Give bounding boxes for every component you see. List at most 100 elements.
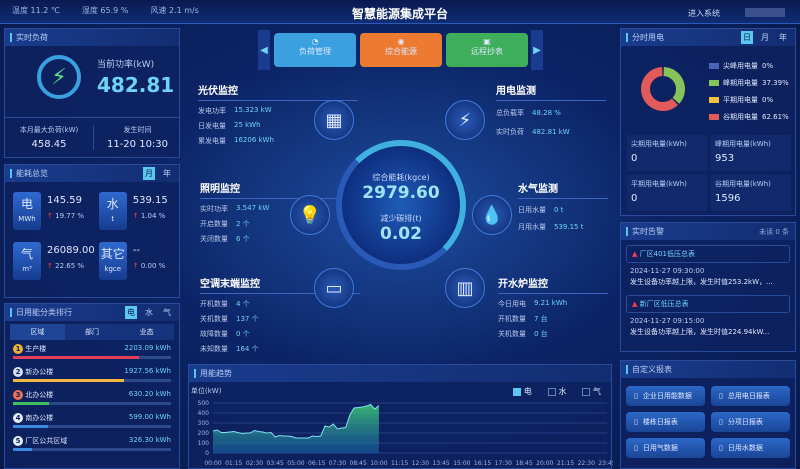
- area-fill: [213, 404, 379, 453]
- monitor-row: 开机数量 7 台: [498, 315, 548, 323]
- tab-department[interactable]: 部门: [85, 328, 99, 336]
- lightning-icon: ⚡: [37, 55, 81, 99]
- panel-title: 自定义报表: [621, 361, 795, 378]
- legend-electric[interactable]: 电: [513, 386, 532, 397]
- user-menu[interactable]: [745, 8, 785, 17]
- ranking-name: 新办公楼: [25, 368, 54, 376]
- arrow-up-icon: ↑: [132, 212, 139, 220]
- carbon-value: 0.02: [380, 224, 422, 244]
- toggle-day[interactable]: 日: [741, 31, 753, 44]
- toggle-year[interactable]: 年: [779, 33, 787, 42]
- water-drop-icon[interactable]: 💧: [472, 195, 512, 235]
- rank-badge-icon: 3: [13, 390, 23, 400]
- x-tick-label: 12:30: [412, 460, 429, 467]
- occur-time-label: 发生时间: [123, 126, 152, 134]
- daily-ranking-panel: 日用能分类排行 电水 气 区域 部门 业态 1 生产楼 2203.09 kWh 2 …: [4, 303, 180, 469]
- ranking-bar: [13, 379, 171, 382]
- report-button[interactable]: ▯ 日用水数据: [711, 438, 790, 458]
- ranking-bar: [13, 402, 171, 405]
- toggle-water[interactable]: 水: [145, 308, 153, 317]
- report-button[interactable]: ▯ 日用气数据: [626, 438, 705, 458]
- x-tick-label: 16:15: [474, 460, 491, 467]
- nav-integrated-energy[interactable]: ◉ 综合能源: [360, 33, 442, 67]
- wind-speed: 风速 2.1 m/s: [150, 6, 199, 15]
- alarm-item[interactable]: ▲ 新厂区低压总表 2024-11-27 09:15:00 发生设备功率越上限，发…: [626, 295, 790, 337]
- report-icon: ▯: [634, 392, 638, 400]
- nav-load-management[interactable]: ◔ 负荷管理: [274, 33, 356, 67]
- monitor-row: 日用水量 0 t: [518, 206, 564, 214]
- air-conditioner-icon[interactable]: ▭: [314, 268, 354, 308]
- report-button[interactable]: ▯ 楼栋日报表: [626, 412, 705, 432]
- trend-chart: 0 100 200 300 400 500 00:00 01:15 02:30 03:45 05:0…: [198, 400, 613, 467]
- tou-legend-item: 谷期用电量 62.61%: [709, 112, 789, 122]
- energy-label: 综合能耗(kgce): [372, 173, 430, 182]
- y-tick-label: 500: [198, 400, 210, 407]
- x-tick-label: 18:45: [515, 460, 532, 467]
- tou-stat: 尖期用电量(kWh) 0: [627, 135, 707, 171]
- report-button[interactable]: ▯ 企业日用能数据: [626, 386, 705, 406]
- monitor-row: 开启数量 2 个: [200, 220, 250, 228]
- bulb-icon[interactable]: 💡: [290, 195, 330, 235]
- tou-panel: 分时用电 日月 年 尖峰用电量 0% 峰期用电量 37.39% 平期用电量 0% 谷期用电量 6…: [620, 28, 796, 216]
- enter-system-link[interactable]: 进入系统: [688, 9, 720, 18]
- toggle-month[interactable]: 月: [761, 33, 769, 42]
- lightning-icon[interactable]: ⚡: [445, 100, 485, 140]
- toggle-year[interactable]: 年: [163, 169, 171, 178]
- overview-value: 26089.00: [47, 245, 95, 256]
- module-nav: ◔ 负荷管理 ◉ 综合能源 ▣ 远程抄表: [274, 33, 528, 67]
- weather-info: 温度 11.2 ℃ 湿度 65.9 % 风速 2.1 m/s: [12, 5, 199, 16]
- ranking-item[interactable]: 4 南办公楼 599.00 kWh: [13, 413, 171, 428]
- x-tick-label: 23:45: [598, 460, 613, 467]
- report-button[interactable]: ▯ 分项日报表: [711, 412, 790, 432]
- overview-tile: 其它 kgce: [98, 242, 127, 280]
- monitor-row: 关机数量 137 个: [200, 315, 259, 323]
- overview-value: --: [132, 245, 140, 256]
- water-gas-monitor: 水气监测 日用水量 0 t 月用水量 539.15 t: [518, 180, 608, 238]
- ac-monitor: 空调末端监控 开机数量 4 个关机数量 137 个故障数量 0 个未知数量 164 个: [200, 275, 360, 359]
- alarm-item[interactable]: ▲ 厂区401低压总表 2024-11-27 09:30:00 发生设备功率越上限…: [626, 245, 790, 287]
- tab-business[interactable]: 业态: [139, 328, 154, 336]
- nav-prev-button[interactable]: ◀: [258, 30, 270, 70]
- tab-area[interactable]: 区域: [10, 324, 65, 340]
- toggle-electric[interactable]: 电: [125, 306, 137, 319]
- report-button[interactable]: ▯ 总用电日报表: [711, 386, 790, 406]
- ranking-item[interactable]: 3 北办公楼 630.20 kWh: [13, 390, 171, 405]
- ranking-item[interactable]: 1 生产楼 2203.09 kWh: [13, 344, 171, 359]
- monitor-row: 发电功率 15.323 kW: [198, 106, 272, 115]
- x-tick-label: 05:00: [287, 460, 304, 467]
- energy-icon: ◉: [397, 37, 405, 46]
- tou-legend-item: 峰期用电量 37.39%: [709, 78, 789, 88]
- report-icon: ▯: [719, 418, 723, 426]
- x-tick-label: 03:45: [267, 460, 284, 467]
- report-icon: ▯: [719, 444, 723, 452]
- overview-change: 19.77 %: [55, 212, 85, 220]
- nav-next-button[interactable]: ▶: [531, 30, 543, 70]
- overview-tile: 气 m³: [13, 242, 41, 280]
- ranking-item[interactable]: 5 厂区公共区域 326.30 kWh: [13, 436, 171, 451]
- solar-panel-icon[interactable]: ▦: [314, 100, 354, 140]
- unread-count[interactable]: 未读 0 条: [759, 227, 789, 236]
- lighting-monitor: 照明监控 实时功率 3.547 kW 开启数量 2 个关闭数量 6 个: [200, 180, 360, 249]
- ranking-value: 2203.09 kWh: [124, 344, 171, 352]
- report-icon: ▯: [719, 392, 723, 400]
- legend-gas[interactable]: 气: [582, 386, 601, 397]
- x-tick-label: 15:00: [453, 460, 470, 467]
- x-tick-label: 06:15: [308, 460, 325, 467]
- overview-value: 539.15: [132, 195, 168, 206]
- x-tick-label: 13:45: [432, 460, 449, 467]
- nav-label: 远程抄表: [471, 47, 503, 56]
- toggle-month[interactable]: 月: [143, 167, 155, 180]
- toggle-gas[interactable]: 气: [163, 308, 171, 317]
- tou-stat: 峰期用电量(kWh) 953: [711, 135, 791, 171]
- overview-item: 气 m³ 26089.00 ↑ 22.65 %: [13, 242, 95, 280]
- tou-legend-item: 尖峰用电量 0%: [709, 61, 789, 71]
- nav-remote-meter[interactable]: ▣ 远程抄表: [446, 33, 528, 67]
- ranking-item[interactable]: 2 新办公楼 1927.56 kWh: [13, 367, 171, 382]
- monitor-row: 总负载率 48.28 %: [496, 109, 561, 117]
- section-title: 空调末端监控: [200, 275, 360, 294]
- monitor-row: 实时负荷 482.81 kW: [496, 128, 570, 136]
- legend-water[interactable]: 水: [547, 386, 566, 397]
- boiler-icon[interactable]: ▥: [445, 268, 485, 308]
- ranking-name: 生产楼: [25, 345, 47, 353]
